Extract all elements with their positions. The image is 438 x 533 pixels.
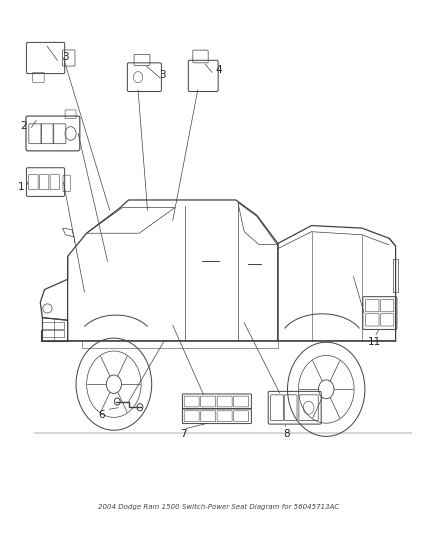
Text: 1: 1: [18, 182, 25, 192]
Text: 3: 3: [159, 70, 166, 79]
Text: 2: 2: [20, 121, 27, 131]
Text: 4: 4: [215, 64, 223, 75]
Text: 3: 3: [62, 52, 69, 62]
Text: 7: 7: [180, 429, 187, 439]
Text: 11: 11: [368, 337, 381, 347]
Bar: [393, 259, 398, 292]
Text: 8: 8: [283, 429, 290, 439]
Text: 2004 Dodge Ram 1500 Switch-Power Seat Diagram for 56045713AC: 2004 Dodge Ram 1500 Switch-Power Seat Di…: [99, 504, 339, 510]
Text: 6: 6: [98, 410, 105, 420]
